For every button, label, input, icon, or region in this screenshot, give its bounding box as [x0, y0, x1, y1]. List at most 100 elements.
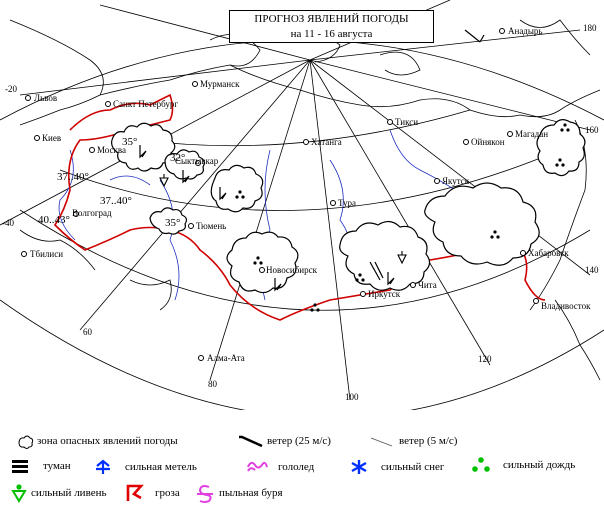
city-kyiv: Киев [34, 133, 61, 143]
wind-light-icon [370, 437, 393, 447]
thunderstorm-icon [126, 484, 144, 501]
temperatures: 35° 32° 37..40° 37..40° 40..43° 35° [38, 136, 185, 229]
wind-strong-icon [239, 435, 263, 448]
lat-grid [0, 39, 604, 410]
legend-ice: гололед [245, 458, 314, 476]
temp-label: 32° [170, 152, 185, 164]
title-line1: ПРОГНОЗ ЯВЛЕНИЙ ПОГОДЫ [254, 13, 409, 25]
cities: Мурманск Санкт Петербург Львов Киев Моск… [21, 26, 591, 363]
grid-label: 80 [208, 379, 218, 389]
legend-fog: туман [10, 458, 71, 474]
ice-icon [247, 461, 268, 472]
svg-text:Владивосток: Владивосток [541, 301, 591, 311]
city-tyumen: Тюмень [188, 221, 226, 231]
grid-label: 140 [585, 265, 599, 275]
lon-grid [0, 0, 591, 401]
svg-text:Хатанга: Хатанга [311, 137, 342, 147]
city-tbilisi: Тбилиси [21, 249, 63, 259]
svg-text:Чита: Чита [418, 280, 437, 290]
city-irkutsk: Иркутск [360, 289, 401, 299]
duststorm-icon [197, 485, 213, 503]
city-magadan: Магадан [507, 129, 548, 139]
city-khatanga: Хатанга [303, 137, 342, 147]
zone-far-east [424, 182, 540, 266]
city-almaty: Алма-Ата [198, 353, 245, 363]
svg-text:Хабаровск: Хабаровск [528, 248, 569, 258]
city-moscow: Москва [89, 145, 126, 155]
zone-urals [210, 164, 264, 213]
svg-text:Ойнякон: Ойнякон [471, 137, 505, 147]
legend-storm: гроза [124, 483, 180, 503]
legend-snow: сильный снег [348, 458, 444, 476]
svg-text:Магадан: Магадан [515, 129, 548, 139]
legend-duststorm: пыльная буря [194, 483, 283, 503]
city-oymyakon: Ойнякон [463, 137, 505, 147]
zone-moscow [111, 122, 176, 172]
snow-icon [351, 460, 367, 474]
temp-label: 40..43° [38, 214, 70, 226]
temp-label: 35° [122, 136, 137, 148]
zone-icon [18, 435, 34, 449]
zone-kamchatka [536, 119, 586, 177]
svg-text:Мурманск: Мурманск [200, 79, 240, 89]
city-khabarovsk: Хабаровск [520, 248, 569, 258]
shower-icon [11, 484, 27, 503]
rain-icon [472, 457, 490, 472]
svg-text:Алма-Ата: Алма-Ата [207, 353, 245, 363]
city-vladivostok: Владивосток [533, 298, 591, 311]
weather-map: -20 -40 60 80 100 120 140 160 180 Мурман… [0, 0, 604, 410]
svg-text:Анадырь: Анадырь [508, 26, 543, 36]
grid-label: 120 [478, 354, 492, 364]
svg-text:Львов: Львов [34, 93, 57, 103]
city-tiksi: Тикси [387, 117, 418, 127]
city-lviv: Львов [25, 93, 57, 103]
zone-south-urals [149, 207, 188, 235]
city-syktyvkar: Сыктывкар [175, 156, 219, 166]
city-chita: Чита [410, 280, 437, 290]
legend-rain: сильный дождь [470, 455, 575, 475]
grid-labels: -20 -40 60 80 100 120 140 160 180 [2, 23, 599, 402]
map-title: ПРОГНОЗ ЯВЛЕНИЙ ПОГОДЫ на 11 - 16 август… [229, 10, 434, 43]
city-volgograd: Волгоград [72, 208, 112, 218]
svg-text:Якутск: Якутск [442, 176, 470, 186]
blizzard-icon [96, 459, 110, 474]
svg-text:Тикси: Тикси [395, 117, 418, 127]
city-tura: Тура [330, 198, 356, 208]
city-anadyr: Анадырь [499, 26, 543, 36]
svg-text:Новосибирск: Новосибирск [266, 265, 318, 275]
svg-text:Тура: Тура [338, 198, 356, 208]
storm-symbols [139, 145, 395, 292]
svg-text:Иркутск: Иркутск [368, 289, 401, 299]
city-murmansk: Мурманск [192, 79, 240, 89]
temp-label: 35° [165, 217, 180, 229]
svg-text:Волгоград: Волгоград [72, 208, 112, 218]
title-line2: на 11 - 16 августа [290, 28, 373, 40]
grid-label: 160 [585, 125, 599, 135]
svg-text:Санкт Петербург: Санкт Петербург [113, 99, 178, 109]
svg-text:Тюмень: Тюмень [196, 221, 226, 231]
fog-icon [12, 460, 28, 473]
rain-symbols [235, 123, 570, 312]
svg-text:Тбилиси: Тбилиси [30, 249, 63, 259]
legend-wind5: ветер (5 м/с) [368, 433, 457, 449]
temp-label: 37..40° [100, 195, 132, 207]
zone-baikal [339, 220, 431, 291]
city-yakutsk: Якутск [434, 176, 470, 186]
grid-label: -40 [2, 218, 14, 228]
city-novosibirsk: Новосибирск [259, 265, 318, 275]
temp-label: 37..40° [57, 171, 89, 183]
zone-volga [164, 149, 205, 180]
grid-label: 100 [345, 392, 359, 402]
legend-blizzard: сильная метель [92, 458, 197, 476]
legend-shower: сильный ливень [10, 483, 106, 503]
legend-zone: зона опасных явлений погоды [16, 433, 178, 449]
svg-text:Киев: Киев [42, 133, 61, 143]
svg-text:Сыктывкар: Сыктывкар [175, 156, 219, 166]
shower-symbols [159, 174, 407, 265]
wind-symbols [369, 29, 485, 281]
legend-wind25: ветер (25 м/с) [236, 433, 331, 449]
grid-label: 60 [83, 327, 93, 337]
legend: зона опасных явлений погоды ветер (25 м/… [0, 425, 604, 525]
city-st-petersburg: Санкт Петербург [105, 99, 178, 109]
svg-text:Москва: Москва [97, 145, 126, 155]
